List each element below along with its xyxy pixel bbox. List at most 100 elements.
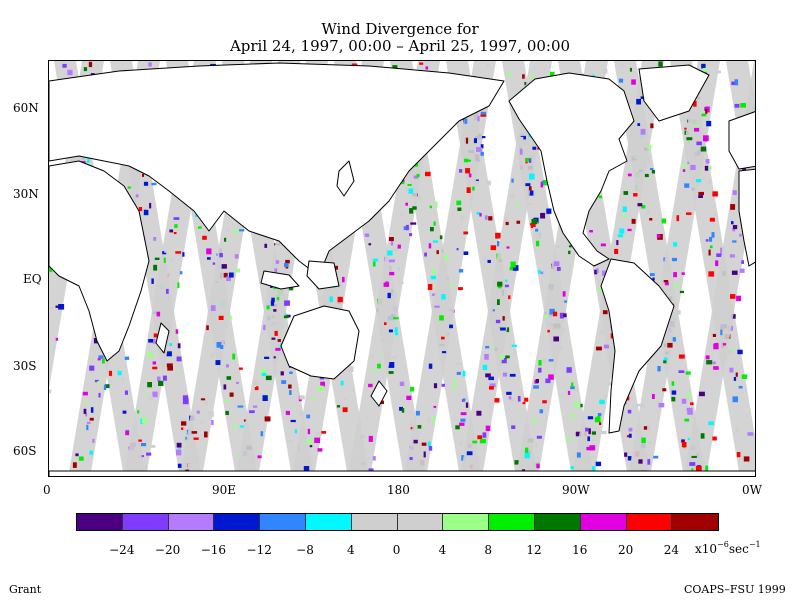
swath-speckle	[156, 311, 161, 317]
swath-speckle	[574, 476, 577, 477]
swath-speckle	[482, 364, 488, 370]
swath-speckle	[88, 61, 93, 68]
swath-speckle	[733, 377, 737, 381]
swath-speckle	[49, 389, 52, 394]
swath-speckle	[620, 62, 623, 67]
swath-speckle	[580, 403, 583, 408]
swath-speckle	[234, 254, 239, 259]
colorbar-tick-label: 0	[392, 543, 401, 557]
swath-speckle	[470, 434, 475, 440]
swath-speckle	[678, 354, 685, 359]
swath-speckle	[741, 374, 748, 379]
swath-speckle	[598, 288, 603, 293]
swath-speckle	[409, 421, 414, 428]
swath-speckle	[485, 345, 490, 349]
swath-speckle	[479, 213, 482, 217]
swath-speckle	[399, 381, 405, 386]
swath-speckle	[276, 342, 279, 345]
swath-speckle	[732, 396, 738, 403]
swath-speckle	[405, 224, 409, 231]
swath-speckle	[556, 267, 561, 271]
swath-speckle	[701, 113, 707, 117]
swath-speckle	[652, 277, 655, 281]
swath-speckle	[641, 205, 646, 209]
swath-speckle	[711, 232, 715, 238]
swath-speckle	[662, 388, 667, 392]
swath-speckle	[684, 127, 687, 130]
swath-speckle	[540, 212, 546, 219]
swath-speckle	[708, 249, 711, 256]
swath-speckle	[86, 421, 91, 424]
swath-speckle	[272, 369, 277, 375]
swath-speckle	[460, 215, 464, 221]
swath-speckle	[538, 367, 542, 373]
swath-speckle	[152, 391, 158, 398]
swath-speckle	[538, 269, 541, 274]
swath-speckle	[652, 394, 655, 399]
swath-speckle	[477, 435, 483, 440]
swath-speckle	[204, 431, 208, 438]
swath-speckle	[531, 218, 538, 225]
swath-speckle	[716, 253, 722, 257]
swath-speckle	[699, 391, 705, 397]
swath-speckle	[410, 386, 415, 392]
swath-speckle	[299, 395, 305, 400]
swath-speckle	[484, 354, 489, 360]
swath-speckle	[622, 206, 627, 212]
swath-speckle	[368, 243, 372, 246]
swath-speckle	[164, 249, 167, 253]
swath-speckle	[555, 245, 561, 248]
colorbar-tick-label: 20	[617, 543, 634, 557]
swath-speckle	[664, 281, 669, 286]
swath-speckle	[691, 455, 697, 458]
swath-speckle	[62, 63, 67, 68]
swath-speckle	[576, 452, 581, 458]
swath-speckle	[640, 96, 645, 99]
swath-speckle	[708, 271, 715, 277]
colorbar-tick-label: 24	[663, 543, 680, 557]
swath-speckle	[731, 81, 735, 86]
swath-speckle	[529, 158, 532, 163]
swath-speckle	[271, 297, 275, 303]
swath-speckle	[504, 284, 509, 288]
swath-speckle	[181, 418, 187, 422]
swath-speckle	[138, 439, 142, 442]
swath-speckle	[643, 426, 650, 430]
swath-speckle	[681, 439, 685, 443]
map-plot	[49, 61, 755, 477]
swath-speckle	[409, 457, 413, 460]
swath-speckle	[602, 270, 608, 276]
swath-speckle	[686, 212, 692, 215]
swath-speckle	[695, 428, 700, 433]
swath-speckle	[603, 344, 609, 349]
swath-speckle	[92, 438, 95, 443]
swath-speckle	[275, 347, 281, 351]
swath-speckle	[209, 411, 214, 418]
colorbar-cell	[397, 514, 444, 530]
swath-speckle	[596, 346, 602, 351]
swath-speckle	[428, 243, 432, 249]
swath-speckle	[427, 284, 433, 290]
swath-speckle	[414, 461, 420, 464]
swath-speckle	[497, 240, 500, 247]
swath-speckle	[682, 164, 686, 170]
swath-speckle	[617, 234, 624, 238]
swath-speckle	[650, 168, 654, 170]
swath-speckle	[451, 283, 455, 287]
swath-speckle	[722, 343, 727, 346]
swath-speckle	[671, 396, 676, 402]
swath-speckle	[598, 195, 602, 199]
swath-speckle	[618, 78, 624, 83]
swath-speckle	[734, 103, 740, 108]
swath-speckle	[712, 361, 716, 365]
swath-speckle	[543, 314, 548, 318]
swath-speckle	[225, 410, 229, 415]
swath-speckle	[217, 331, 223, 334]
swath-speckle	[210, 305, 216, 311]
swath-speckle	[465, 402, 469, 408]
swath-speckle	[389, 237, 394, 241]
swath-speckle	[536, 463, 540, 469]
swath-speckle	[491, 347, 495, 350]
swath-speckle	[101, 358, 105, 364]
swath-speckle	[648, 441, 653, 445]
